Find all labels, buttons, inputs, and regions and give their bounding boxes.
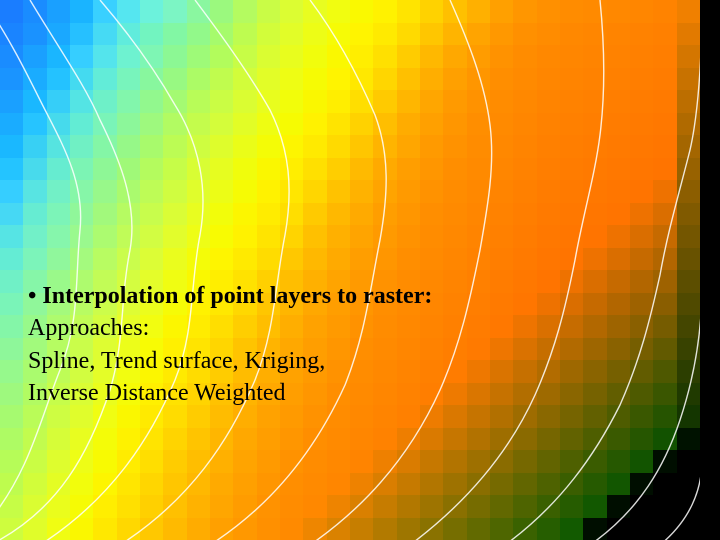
methods-line-2: Inverse Distance Weighted bbox=[28, 377, 432, 409]
raster-grid bbox=[0, 0, 700, 540]
bullet-heading-text: Interpolation of point layers to raster: bbox=[42, 283, 432, 309]
slide-text-block: • Interpolation of point layers to raste… bbox=[28, 280, 432, 410]
bullet-heading: • Interpolation of point layers to raste… bbox=[28, 280, 432, 312]
methods-line-1: Spline, Trend surface, Kriging, bbox=[28, 345, 432, 377]
slide-container: • Interpolation of point layers to raste… bbox=[0, 0, 720, 540]
page-number: 27 bbox=[692, 510, 708, 528]
interpolated-raster-background bbox=[0, 0, 700, 540]
approaches-label: Approaches: bbox=[28, 312, 432, 344]
